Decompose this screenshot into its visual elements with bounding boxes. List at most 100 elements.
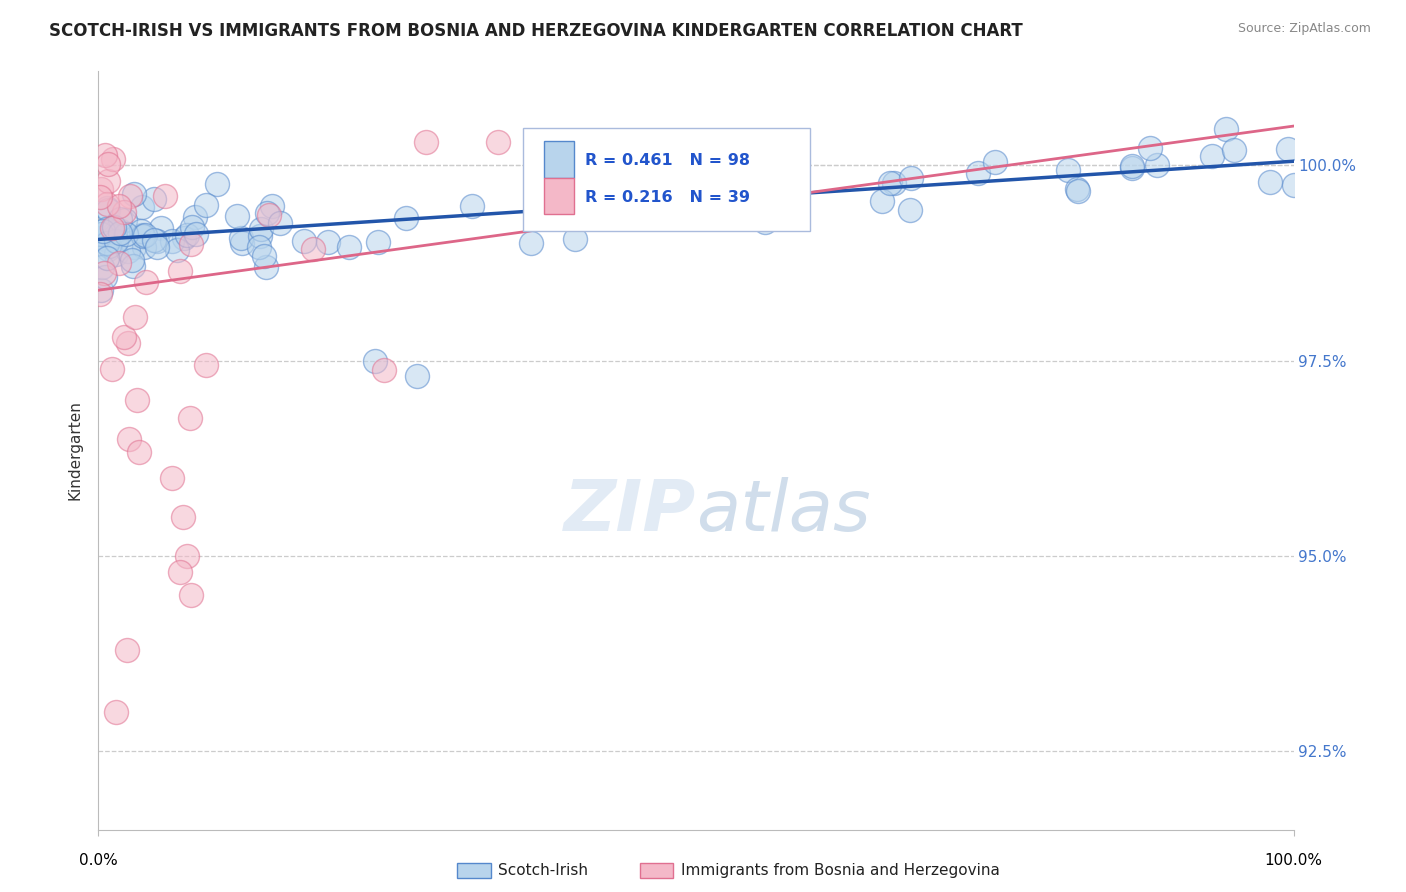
- Point: [367, 235, 389, 249]
- Point: [1223, 143, 1246, 157]
- Point: [96, 197, 118, 211]
- Point: [89, 286, 111, 301]
- Point: [114, 212, 136, 227]
- Point: [132, 240, 155, 254]
- Point: [104, 229, 127, 244]
- Point: [97, 202, 120, 217]
- Point: [205, 177, 228, 191]
- Point: [110, 224, 132, 238]
- Point: [564, 231, 586, 245]
- Point: [122, 259, 145, 273]
- Point: [97, 242, 120, 256]
- Point: [90, 260, 112, 274]
- Point: [415, 135, 437, 149]
- Point: [879, 176, 901, 190]
- Point: [195, 359, 218, 373]
- Point: [728, 175, 751, 189]
- Text: 100.0%: 100.0%: [1264, 853, 1323, 868]
- Point: [543, 186, 565, 201]
- Point: [98, 239, 121, 253]
- Text: Source: ZipAtlas.com: Source: ZipAtlas.com: [1237, 22, 1371, 36]
- Point: [150, 221, 173, 235]
- Point: [101, 220, 124, 235]
- Point: [967, 166, 990, 180]
- Text: SCOTCH-IRISH VS IMMIGRANTS FROM BOSNIA AND HERZEGOVINA KINDERGARTEN CORRELATION : SCOTCH-IRISH VS IMMIGRANTS FROM BOSNIA A…: [49, 22, 1024, 40]
- Point: [131, 200, 153, 214]
- Point: [394, 211, 416, 225]
- Text: ZIP: ZIP: [564, 476, 696, 546]
- Point: [120, 189, 142, 203]
- Point: [112, 205, 135, 219]
- Point: [107, 199, 129, 213]
- Point: [121, 253, 143, 268]
- Point: [91, 224, 114, 238]
- Text: Scotch-Irish: Scotch-Irish: [498, 863, 588, 878]
- Point: [135, 276, 157, 290]
- Point: [118, 432, 141, 446]
- Point: [172, 509, 194, 524]
- Point: [1201, 149, 1223, 163]
- Point: [1146, 158, 1168, 172]
- Point: [558, 176, 581, 190]
- Text: 0.0%: 0.0%: [79, 853, 118, 868]
- Point: [104, 225, 127, 239]
- Point: [112, 330, 135, 344]
- Point: [94, 222, 117, 236]
- Point: [1057, 163, 1080, 178]
- Point: [620, 203, 643, 218]
- Point: [337, 240, 360, 254]
- Point: [984, 155, 1007, 169]
- Point: [124, 310, 146, 324]
- Point: [180, 220, 202, 235]
- Point: [883, 176, 905, 190]
- Point: [180, 588, 202, 602]
- Point: [1121, 159, 1143, 173]
- Point: [145, 240, 167, 254]
- Point: [98, 225, 121, 239]
- Point: [253, 249, 276, 263]
- Point: [125, 392, 148, 407]
- Point: [105, 706, 128, 720]
- Point: [194, 198, 217, 212]
- Point: [143, 233, 166, 247]
- Point: [101, 361, 124, 376]
- Point: [90, 227, 112, 242]
- Point: [1277, 142, 1299, 156]
- Point: [1066, 182, 1088, 196]
- Point: [93, 269, 115, 284]
- Point: [134, 228, 156, 243]
- FancyBboxPatch shape: [523, 128, 810, 230]
- Point: [122, 187, 145, 202]
- Point: [269, 216, 291, 230]
- Point: [97, 174, 120, 188]
- Bar: [544, 178, 574, 214]
- Point: [1139, 141, 1161, 155]
- Point: [247, 240, 270, 254]
- Text: R = 0.216   N = 39: R = 0.216 N = 39: [585, 190, 749, 205]
- Point: [249, 228, 271, 243]
- Text: atlas: atlas: [696, 476, 870, 546]
- Point: [250, 222, 273, 236]
- Point: [169, 264, 191, 278]
- Point: [294, 234, 316, 248]
- Point: [486, 135, 509, 149]
- Point: [1258, 175, 1281, 189]
- Point: [262, 199, 284, 213]
- Point: [900, 171, 922, 186]
- Point: [754, 214, 776, 228]
- Point: [153, 189, 176, 203]
- Point: [254, 260, 277, 275]
- Point: [1282, 178, 1305, 192]
- Point: [406, 369, 429, 384]
- Text: R = 0.461   N = 98: R = 0.461 N = 98: [585, 153, 749, 169]
- Bar: [544, 141, 574, 178]
- Point: [104, 235, 127, 249]
- Point: [96, 252, 118, 266]
- Point: [94, 147, 117, 161]
- Point: [96, 202, 118, 216]
- Point: [183, 210, 205, 224]
- Point: [229, 231, 252, 245]
- Point: [108, 256, 131, 270]
- Point: [186, 227, 208, 241]
- Point: [104, 247, 127, 261]
